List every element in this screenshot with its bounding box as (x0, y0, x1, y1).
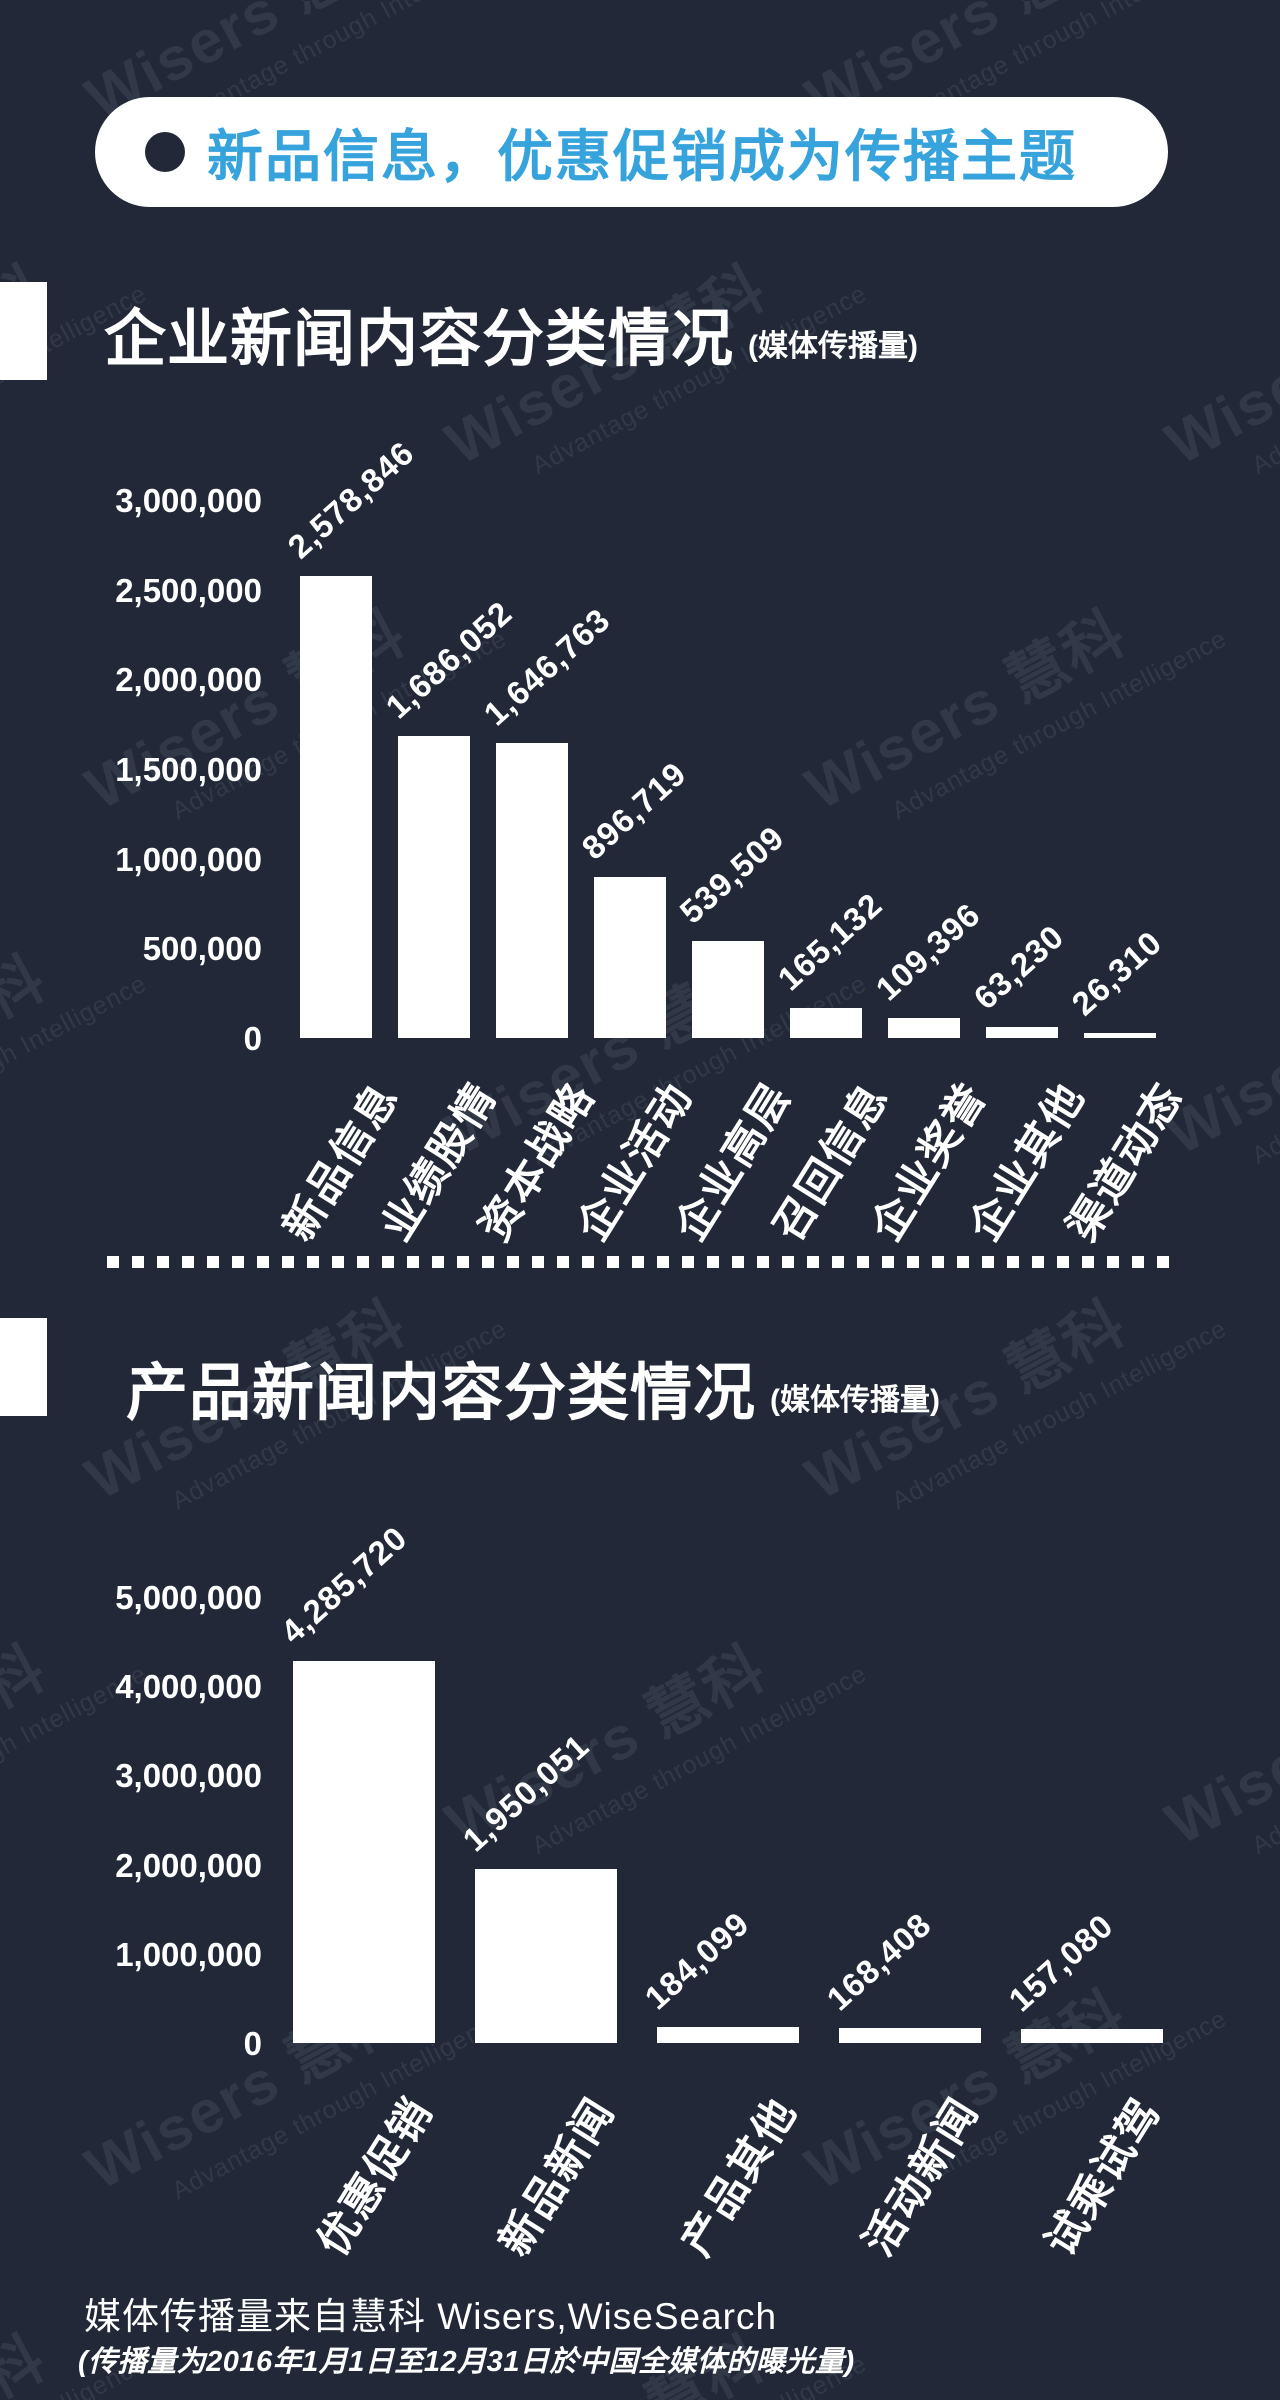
y-tick-label: 2,500,000 (115, 571, 262, 609)
bar-value-label: 168,408 (819, 1905, 939, 2018)
bar-category-label: 新品新闻 (490, 2089, 624, 2264)
bar (1021, 2028, 1163, 2043)
bar (1084, 1033, 1156, 1038)
bar (657, 2026, 799, 2043)
y-tick-label: 1,500,000 (115, 751, 262, 788)
header-pill: 新品信息，优惠促销成为传播主题 (95, 97, 1168, 207)
section1-marker (0, 282, 47, 380)
chart1-subtitle: (媒体传播量) (748, 330, 918, 363)
bar (496, 742, 568, 1038)
bar-value-label: 1,950,051 (455, 1726, 597, 1859)
y-tick-label: 4,000,000 (115, 1668, 262, 1706)
bar (594, 877, 666, 1038)
bullet-dot-icon (145, 132, 185, 172)
header-title: 新品信息，优惠促销成为传播主题 (207, 124, 1077, 188)
y-tick-label: 0 (243, 2025, 262, 2062)
chart1-heading: 企业新闻内容分类情况 (媒体传播量) (104, 288, 918, 378)
y-tick-label: 5,000,000 (115, 1579, 262, 1616)
bar-value-label: 157,080 (1001, 1906, 1121, 2019)
bar (692, 941, 764, 1038)
y-tick-label: 3,000,000 (115, 482, 262, 519)
bar (986, 1026, 1058, 1038)
y-tick-label: 2,000,000 (115, 661, 262, 699)
chart1-title: 企业新闻内容分类情况 (104, 305, 735, 374)
bar (790, 1008, 862, 1038)
section2-marker (0, 1318, 47, 1416)
footer-note: (传播量为2016年1月1日至12月31日於中国全媒体的曝光量) (78, 2346, 855, 2378)
bar-value-label: 184,099 (637, 1904, 757, 2017)
y-tick-label: 2,000,000 (115, 1846, 262, 1884)
y-tick-label: 1,000,000 (115, 840, 262, 878)
y-tick-label: 1,000,000 (115, 1935, 262, 1973)
chart2-subtitle: (媒体传播量) (770, 1384, 940, 1417)
bar-category-label: 优惠促销 (308, 2089, 442, 2264)
bar (888, 1018, 960, 1038)
y-tick-label: 500,000 (142, 930, 262, 968)
bar-value-label: 4,285,720 (273, 1518, 415, 1651)
bar-category-label: 产品其他 (672, 2089, 806, 2264)
y-tick-label: 0 (243, 1020, 262, 1057)
bar-category-label: 试乘试驾 (1036, 2089, 1170, 2264)
bar (293, 1660, 435, 2043)
chart2-title: 产品新闻内容分类情况 (126, 1359, 757, 1428)
chart2-heading: 产品新闻内容分类情况 (媒体传播量) (126, 1342, 940, 1432)
y-tick-label: 3,000,000 (115, 1757, 262, 1795)
footer-source: 媒体传播量来自慧科 Wisers,WiseSearch (84, 2296, 778, 2337)
bar-category-label: 活动新闻 (854, 2089, 988, 2264)
bar (300, 575, 372, 1038)
dotted-divider (107, 1256, 1173, 1268)
bar (475, 1869, 617, 2043)
bar (398, 735, 470, 1038)
bar (839, 2027, 981, 2043)
